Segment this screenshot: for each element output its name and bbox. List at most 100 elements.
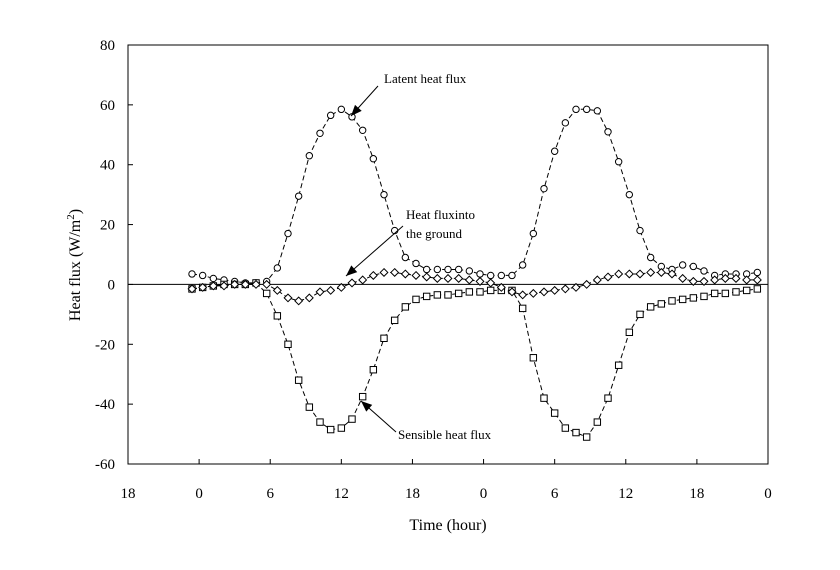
arrow-ground-head	[346, 265, 358, 276]
data-point	[209, 274, 218, 283]
data-point	[614, 158, 623, 166]
data-point	[571, 282, 581, 292]
data-point	[667, 269, 677, 279]
annotation-latent-heat-flux: Latent heat flux	[384, 71, 467, 86]
y-tick-label: 60	[100, 98, 115, 114]
data-point	[540, 184, 548, 193]
data-point	[656, 267, 666, 277]
x-tick-label: 12	[334, 486, 349, 502]
x-tick-label: 0	[764, 486, 772, 502]
series-line-sensible-heat-flux	[191, 282, 758, 438]
data-point	[636, 310, 644, 319]
data-point	[560, 284, 570, 294]
data-point	[646, 253, 655, 262]
data-point	[475, 276, 485, 286]
data-point	[508, 271, 516, 280]
data-point	[465, 267, 474, 275]
data-point	[699, 276, 709, 286]
data-point	[316, 129, 324, 137]
data-point	[486, 271, 495, 280]
data-point	[443, 273, 453, 283]
data-point	[337, 424, 346, 432]
data-point	[539, 287, 549, 297]
data-point	[614, 269, 624, 279]
data-point	[262, 289, 271, 298]
data-point	[593, 107, 602, 115]
data-point	[636, 226, 644, 235]
data-point	[240, 279, 250, 289]
data-point	[720, 273, 730, 283]
data-point	[305, 403, 314, 411]
data-point	[315, 287, 325, 297]
data-point	[742, 286, 751, 295]
data-point	[208, 281, 218, 291]
data-point	[369, 155, 378, 163]
data-point	[368, 270, 378, 280]
data-point	[678, 261, 687, 269]
data-point	[230, 279, 240, 289]
data-point	[316, 418, 324, 426]
data-point	[476, 288, 484, 296]
data-point	[379, 267, 389, 277]
data-point	[678, 295, 687, 304]
data-point	[358, 392, 367, 401]
series-line-latent-heat-flux	[191, 108, 758, 284]
data-point	[444, 291, 452, 299]
data-point	[294, 296, 304, 306]
data-point	[614, 361, 623, 369]
data-point	[348, 415, 356, 423]
series-layer	[187, 105, 762, 441]
data-point	[540, 394, 548, 402]
data-point	[358, 126, 367, 134]
data-point	[219, 281, 229, 291]
x-tick-label: 18	[121, 486, 136, 502]
x-tick-label: 0	[195, 486, 203, 502]
data-point	[528, 288, 538, 298]
x-tick-label: 12	[618, 486, 633, 502]
data-point	[646, 267, 656, 277]
data-point	[657, 300, 666, 308]
data-point	[273, 264, 282, 272]
data-point	[401, 253, 410, 262]
data-point	[336, 282, 346, 292]
data-point	[486, 286, 495, 295]
data-point	[668, 297, 676, 305]
data-point	[380, 334, 388, 343]
data-point	[721, 289, 730, 298]
data-point	[454, 273, 464, 283]
arrow-latent-head	[351, 104, 362, 116]
data-point	[604, 394, 612, 402]
data-point	[700, 267, 708, 275]
data-point	[710, 289, 719, 298]
data-point	[486, 278, 496, 288]
y-tick-label: 40	[100, 158, 115, 174]
data-point	[529, 229, 538, 238]
data-point	[561, 119, 570, 127]
data-point	[518, 304, 527, 313]
y-tick-label: -40	[95, 397, 115, 413]
data-point	[433, 291, 442, 299]
data-point	[347, 278, 357, 288]
data-point	[380, 190, 388, 199]
data-point	[326, 285, 336, 295]
x-axis-title: Time (hour)	[409, 517, 486, 534]
axes: -60 -40 -20 0 20 40 60 80 18 0 6 12 18 0 6 12 18 0	[95, 38, 772, 502]
data-point	[305, 152, 314, 160]
data-point	[390, 316, 399, 325]
arrow-ground-line	[345, 225, 404, 277]
data-point	[689, 294, 698, 302]
data-point	[753, 268, 762, 277]
data-point	[625, 190, 634, 199]
data-point	[273, 312, 282, 320]
annotation-sensible-heat-flux: Sensible heat flux	[398, 427, 492, 442]
data-point	[411, 270, 421, 280]
data-point	[422, 292, 431, 301]
series-sensible-heat-flux	[188, 279, 762, 441]
y-tick-label: -20	[95, 337, 115, 353]
data-point	[422, 265, 431, 274]
data-point	[251, 279, 261, 289]
data-point	[752, 275, 762, 285]
x-tick-label: 0	[480, 486, 488, 502]
data-point	[688, 276, 698, 286]
